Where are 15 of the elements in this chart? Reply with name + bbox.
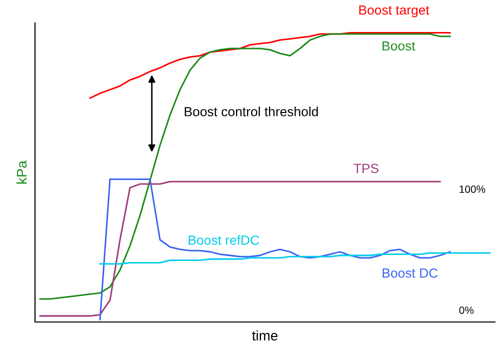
series-label: Boost bbox=[382, 41, 416, 51]
series-label: Boost DC bbox=[382, 268, 438, 278]
x-axis-title: time bbox=[252, 330, 278, 341]
line-series bbox=[39, 180, 441, 317]
series-label: TPS bbox=[354, 164, 378, 174]
line-series bbox=[89, 32, 451, 99]
annotation: Boost control threshold bbox=[184, 106, 318, 116]
line-series bbox=[99, 252, 491, 265]
series-label: Boost refDC bbox=[188, 235, 260, 245]
y-axis-title: kPa bbox=[16, 160, 27, 184]
line-series bbox=[39, 33, 451, 300]
line-series bbox=[99, 178, 451, 320]
series-label: Boost target bbox=[359, 5, 430, 18]
y-tick-label: 0% bbox=[459, 306, 474, 314]
y-tick-label: 100% bbox=[460, 186, 486, 193]
